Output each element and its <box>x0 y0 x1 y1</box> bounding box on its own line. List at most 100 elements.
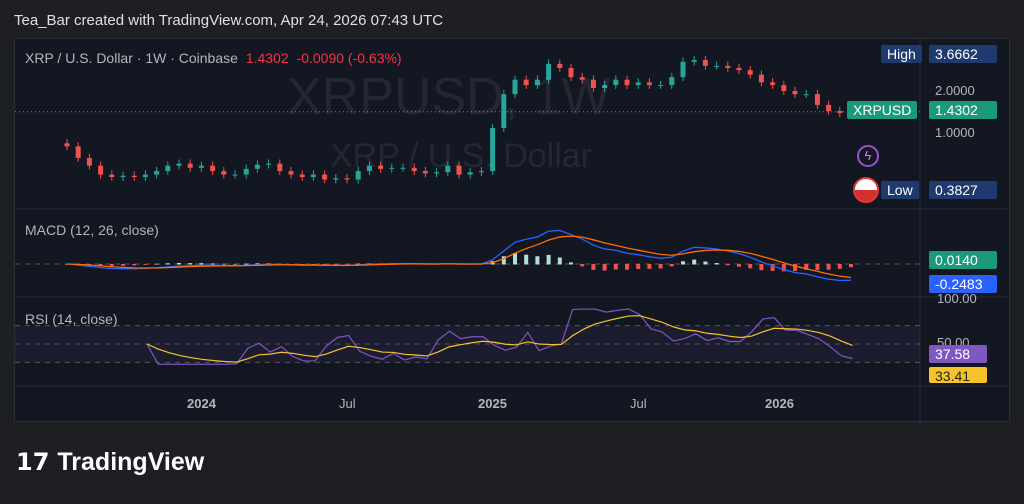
candle <box>490 128 496 172</box>
candle <box>322 174 328 180</box>
candle <box>310 174 316 177</box>
tradingview-logo[interactable]: 𝟭𝟳 TradingView <box>16 448 204 477</box>
candle <box>109 174 115 177</box>
macd-histogram-bar <box>725 264 730 266</box>
candle <box>75 146 81 158</box>
candle <box>366 165 372 172</box>
candle <box>198 165 204 168</box>
macd-histogram-bar <box>770 264 775 271</box>
candle <box>288 171 294 175</box>
symbol-legend: XRP / U.S. Dollar · 1W · Coinbase 1.4302… <box>25 50 402 66</box>
macd-histogram-bar <box>703 261 708 265</box>
symbol-name: XRP / U.S. Dollar · 1W · Coinbase <box>25 50 238 66</box>
candle <box>658 85 664 87</box>
candle <box>467 172 473 175</box>
macd-histogram-bar <box>501 256 506 265</box>
candle <box>86 157 92 166</box>
candle <box>837 110 843 114</box>
candle <box>254 164 260 169</box>
candle <box>378 165 384 169</box>
candle <box>826 104 832 111</box>
header-credit: Tea_Bar created with TradingView.com, Ap… <box>14 12 444 29</box>
ticker-tag: XRPUSD <box>847 101 918 119</box>
candle <box>613 79 619 86</box>
macd-label: MACD (12, 26, close) <box>25 222 159 238</box>
macd-histogram-bar <box>647 264 652 269</box>
chart-panel[interactable]: XRP / U.S. Dollar · 1W · Coinbase 1.4302… <box>14 38 1011 423</box>
macd-histogram-bar <box>244 263 249 265</box>
candle <box>221 171 227 175</box>
candle <box>534 79 540 86</box>
rsi-tick: 100.00 <box>937 291 977 306</box>
candle <box>635 82 641 86</box>
macd-histogram-bar <box>188 263 193 265</box>
price-tick: 2.0000 <box>935 83 975 98</box>
macd-histogram-bar <box>165 263 170 265</box>
candle <box>747 70 753 75</box>
macd-histogram-bar <box>513 252 517 265</box>
candle <box>131 175 137 177</box>
lightning-icon[interactable]: ϟ <box>857 145 879 167</box>
time-label: Jul <box>630 396 647 411</box>
candle <box>691 59 697 62</box>
macd-histogram-bar <box>613 264 618 270</box>
macd-histogram-bar <box>98 264 103 267</box>
macd-histogram-bar <box>546 254 551 265</box>
candle <box>98 165 104 175</box>
candle <box>333 178 339 180</box>
macd-histogram-bar <box>143 264 148 265</box>
candle <box>781 85 787 91</box>
signal-line <box>66 235 852 279</box>
macd-histogram-bar <box>210 263 215 265</box>
candle <box>624 79 630 86</box>
macd-histogram-bar <box>714 263 719 265</box>
tv-logo-icon: 𝟭𝟳 <box>16 449 50 476</box>
time-label: 2026 <box>765 396 794 411</box>
macd-histogram-bar <box>748 264 753 269</box>
candle <box>411 167 417 172</box>
time-label: 2024 <box>187 396 216 411</box>
macd-histogram-bar <box>815 264 820 270</box>
macd-histogram-bar <box>177 262 181 265</box>
macd-histogram-bar <box>759 264 764 271</box>
candle <box>142 174 148 177</box>
candle <box>680 61 686 78</box>
macd-histogram-bar <box>154 263 159 265</box>
macd-histogram-bar <box>557 257 562 265</box>
macd-histogram-bar <box>199 263 204 265</box>
macd-histogram-bar <box>849 264 853 268</box>
macd-histogram-bar <box>345 264 349 265</box>
candle <box>277 163 283 172</box>
candle <box>389 167 395 169</box>
high-value: 3.6662 <box>929 45 997 63</box>
chart-canvas[interactable] <box>15 39 1011 423</box>
candle <box>501 94 507 129</box>
candle <box>64 143 70 147</box>
macd-signal-value: -0.2483 <box>929 275 997 293</box>
candle <box>714 65 720 67</box>
flag-icon[interactable] <box>853 177 879 203</box>
candle <box>232 174 238 176</box>
macd-histogram-bar <box>669 264 674 267</box>
macd-histogram-bar <box>737 264 741 267</box>
candle <box>176 163 182 166</box>
macd-histogram-bar <box>255 263 260 265</box>
macd-histogram-bar <box>233 263 237 265</box>
candle <box>187 163 193 168</box>
candle <box>736 67 742 71</box>
watermark-sub: XRP / U.S. Dollar <box>330 137 593 175</box>
candle <box>646 82 652 86</box>
symbol-change: -0.0090 (-0.63%) <box>296 50 402 66</box>
time-label: 2025 <box>478 396 507 411</box>
macd-histogram-bar <box>636 264 641 269</box>
watermark: XRPUSD, 1W <box>287 68 611 126</box>
macd-histogram-bar <box>591 264 596 270</box>
candle <box>165 165 171 172</box>
macd-histogram-bar <box>602 264 607 271</box>
macd-histogram-bar <box>311 264 316 265</box>
candle <box>434 172 440 174</box>
high-label: High <box>881 45 922 63</box>
macd-histogram-bar <box>333 264 338 265</box>
macd-histogram-bar <box>826 264 831 270</box>
macd-histogram-bar <box>804 264 809 270</box>
